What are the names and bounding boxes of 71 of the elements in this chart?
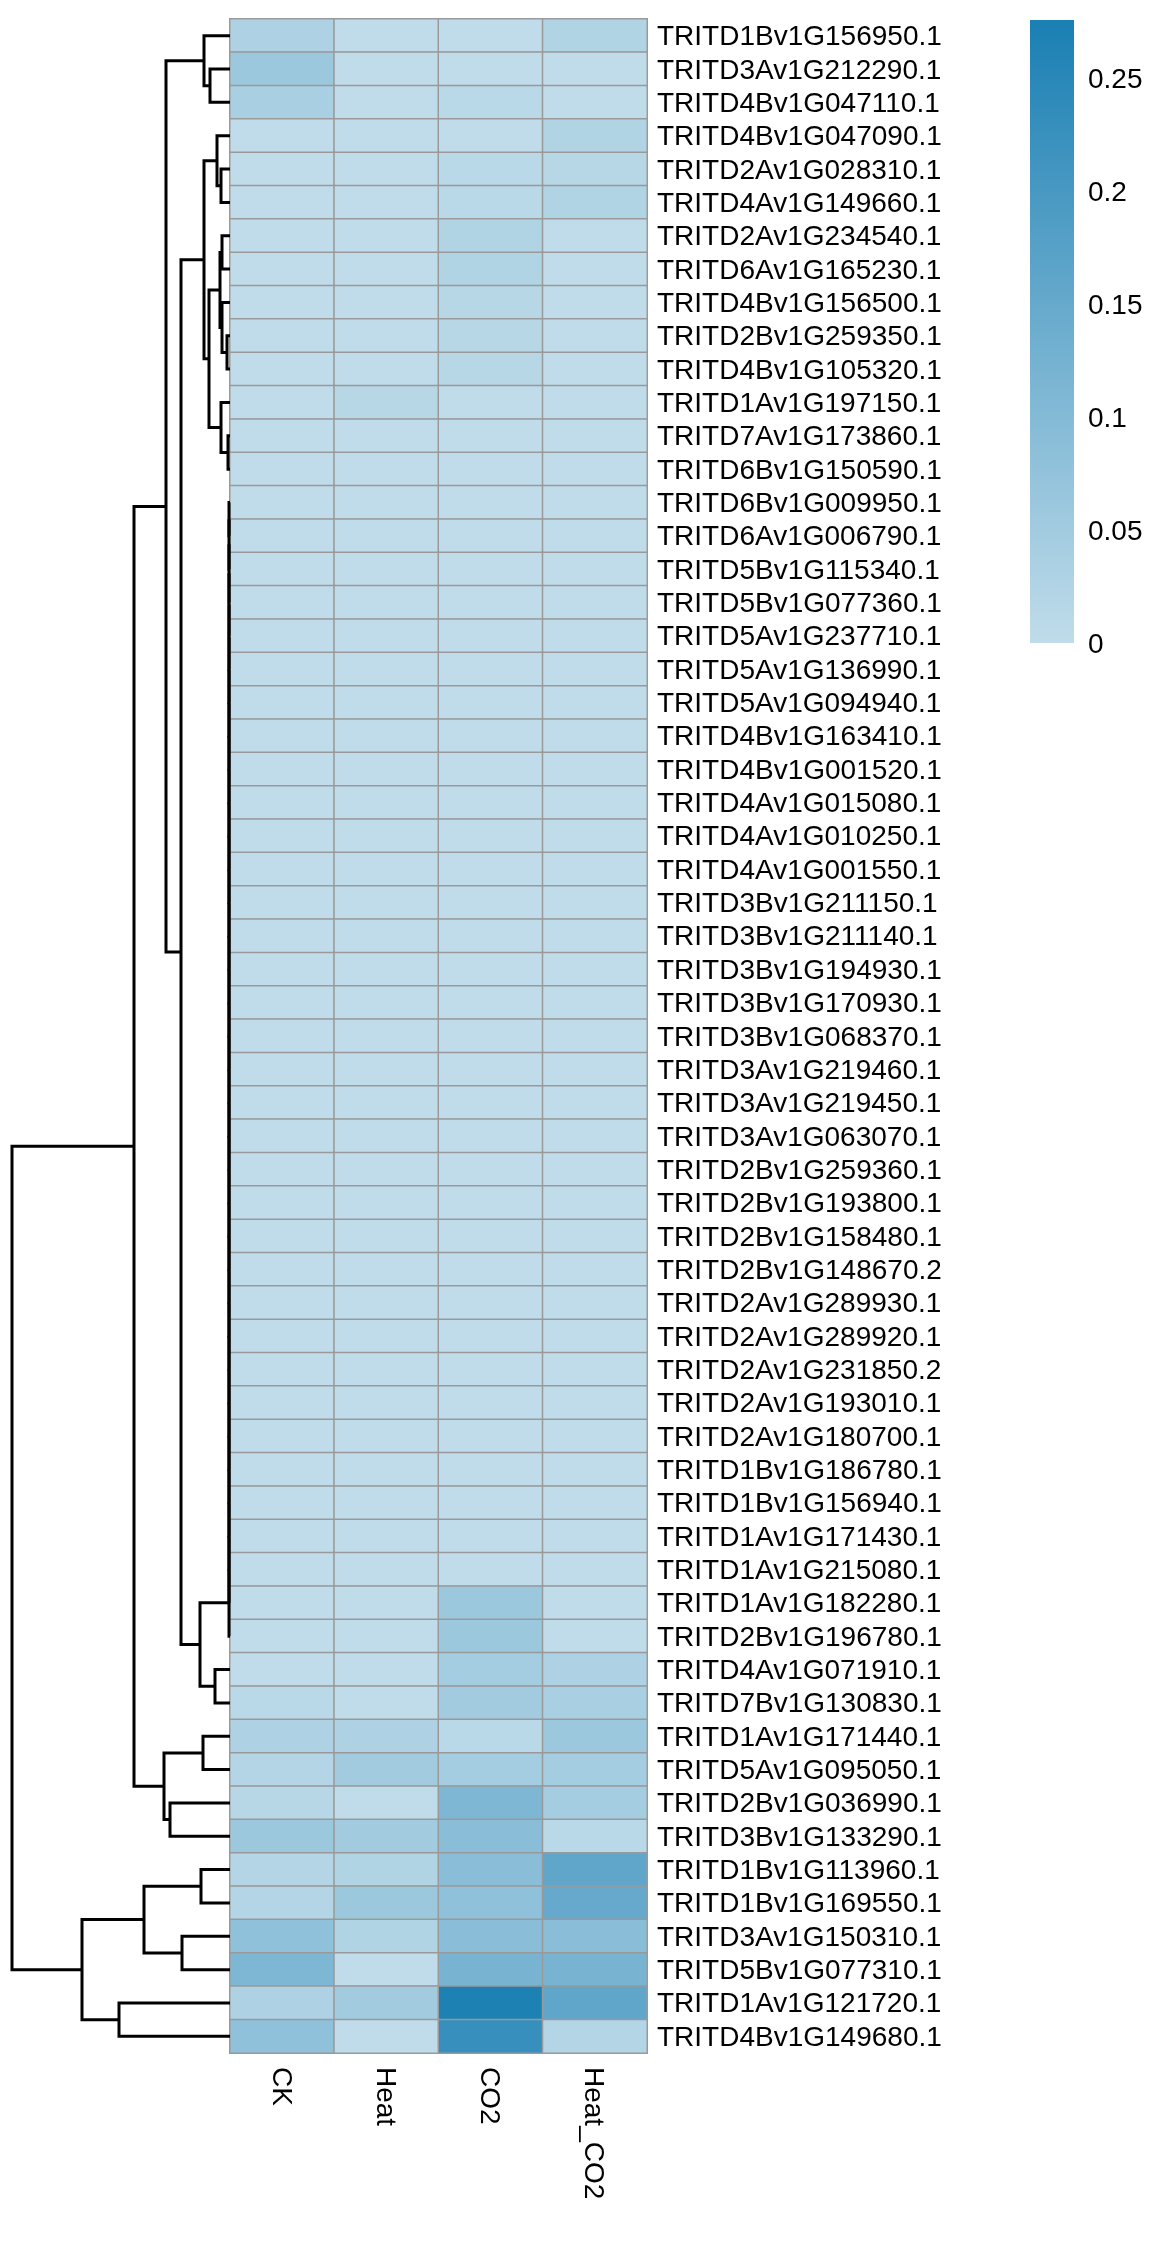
y-tick-label: TRITD2Av1G028310.1 <box>657 153 942 185</box>
y-tick-label: TRITD1Bv1G156940.1 <box>657 1487 942 1519</box>
y-tick-label: TRITD2Bv1G259360.1 <box>657 1153 942 1185</box>
y-tick-label: TRITD1Av1G197150.1 <box>657 386 942 418</box>
y-tick-label: TRITD1Bv1G186780.1 <box>657 1453 942 1485</box>
y-tick-label: TRITD3Bv1G211140.1 <box>657 920 938 952</box>
y-tick-label: TRITD5Av1G237710.1 <box>657 620 942 652</box>
color-bar-label: 0.05 <box>1088 514 1143 546</box>
y-tick-label: TRITD4Bv1G047110.1 <box>657 86 940 118</box>
y-tick-label: TRITD1Bv1G113960.1 <box>657 1854 940 1886</box>
y-tick-label: TRITD2Bv1G193800.1 <box>657 1187 942 1219</box>
y-tick-label: TRITD7Av1G173860.1 <box>657 420 942 452</box>
y-tick-label: TRITD3Bv1G133290.1 <box>657 1820 942 1852</box>
y-tick-label: TRITD6Bv1G150590.1 <box>657 453 942 485</box>
color-bar-label: 0.1 <box>1088 401 1127 433</box>
y-tick-label: TRITD7Bv1G130830.1 <box>657 1687 942 1719</box>
y-tick-label: TRITD1Av1G121720.1 <box>657 1987 942 2019</box>
y-tick-label: TRITD4Bv1G047090.1 <box>657 120 942 152</box>
y-tick-label: TRITD4Bv1G001520.1 <box>657 753 942 785</box>
y-tick-label: TRITD3Av1G212290.1 <box>657 53 942 85</box>
y-tick-label: TRITD3Bv1G194930.1 <box>657 953 942 985</box>
y-tick-label: TRITD4Av1G001550.1 <box>657 853 942 885</box>
y-tick-label: TRITD3Bv1G170930.1 <box>657 987 942 1019</box>
color-bar-label: 0.15 <box>1088 288 1143 320</box>
y-tick-label: TRITD2Av1G289920.1 <box>657 1320 942 1352</box>
x-tick-label: Heat_CO2 <box>579 2067 611 2200</box>
y-tick-label: TRITD4Bv1G156500.1 <box>657 286 942 318</box>
y-tick-label: TRITD4Bv1G163410.1 <box>657 720 942 752</box>
y-tick-label: TRITD1Av1G171440.1 <box>657 1720 942 1752</box>
color-bar-label: 0.2 <box>1088 176 1127 208</box>
y-tick-label: TRITD5Bv1G077310.1 <box>657 1954 942 1986</box>
color-bar-label: 0 <box>1088 627 1104 659</box>
y-tick-label: TRITD1Bv1G156950.1 <box>657 20 942 52</box>
y-tick-label: TRITD2Bv1G158480.1 <box>657 1220 942 1252</box>
y-tick-label: TRITD6Av1G006790.1 <box>657 520 942 552</box>
y-tick-label: TRITD2Av1G193010.1 <box>657 1387 942 1419</box>
y-tick-label: TRITD2Bv1G196780.1 <box>657 1620 942 1652</box>
y-tick-label: TRITD5Av1G095050.1 <box>657 1754 942 1786</box>
y-tick-label: TRITD6Av1G165230.1 <box>657 253 942 285</box>
y-tick-label: TRITD4Av1G071910.1 <box>657 1654 942 1686</box>
y-tick-label: TRITD2Bv1G148670.2 <box>657 1253 942 1285</box>
y-tick-label: TRITD1Av1G171430.1 <box>657 1520 942 1552</box>
y-tick-label: TRITD3Bv1G068370.1 <box>657 1020 942 1052</box>
y-tick-label: TRITD3Av1G219450.1 <box>657 1087 942 1119</box>
y-tick-label: TRITD2Bv1G036990.1 <box>657 1787 942 1819</box>
y-tick-label: TRITD4Av1G149660.1 <box>657 186 942 218</box>
y-tick-label: TRITD5Bv1G115340.1 <box>657 553 940 585</box>
x-tick-label: Heat <box>370 2067 402 2127</box>
y-tick-label: TRITD3Av1G150310.1 <box>657 1920 942 1952</box>
y-tick-label: TRITD1Bv1G169550.1 <box>657 1887 942 1919</box>
x-tick-label: CK <box>266 2067 298 2107</box>
y-tick-label: TRITD1Av1G182280.1 <box>657 1587 942 1619</box>
y-tick-label: TRITD2Av1G289930.1 <box>657 1287 942 1319</box>
y-tick-label: TRITD4Av1G010250.1 <box>657 820 942 852</box>
y-tick-label: TRITD3Av1G063070.1 <box>657 1120 942 1152</box>
y-tick-label: TRITD5Av1G136990.1 <box>657 653 942 685</box>
y-tick-label: TRITD4Av1G015080.1 <box>657 787 942 819</box>
y-tick-label: TRITD4Bv1G149680.1 <box>657 2020 942 2052</box>
color-bar-label: 0.25 <box>1088 63 1143 95</box>
y-tick-label: TRITD6Bv1G009950.1 <box>657 486 942 518</box>
x-tick-label: CO2 <box>475 2067 507 2125</box>
y-tick-label: TRITD5Av1G094940.1 <box>657 687 942 719</box>
y-tick-label: TRITD5Bv1G077360.1 <box>657 587 942 619</box>
y-tick-label: TRITD4Bv1G105320.1 <box>657 353 942 385</box>
y-tick-label: TRITD3Bv1G211150.1 <box>657 887 938 919</box>
y-tick-label: TRITD2Av1G234540.1 <box>657 220 942 252</box>
y-tick-label: TRITD2Bv1G259350.1 <box>657 320 942 352</box>
y-tick-label: TRITD2Av1G231850.2 <box>657 1353 942 1385</box>
y-tick-label: TRITD3Av1G219460.1 <box>657 1053 942 1085</box>
y-tick-label: TRITD1Av1G215080.1 <box>657 1554 942 1586</box>
y-tick-label: TRITD2Av1G180700.1 <box>657 1420 942 1452</box>
